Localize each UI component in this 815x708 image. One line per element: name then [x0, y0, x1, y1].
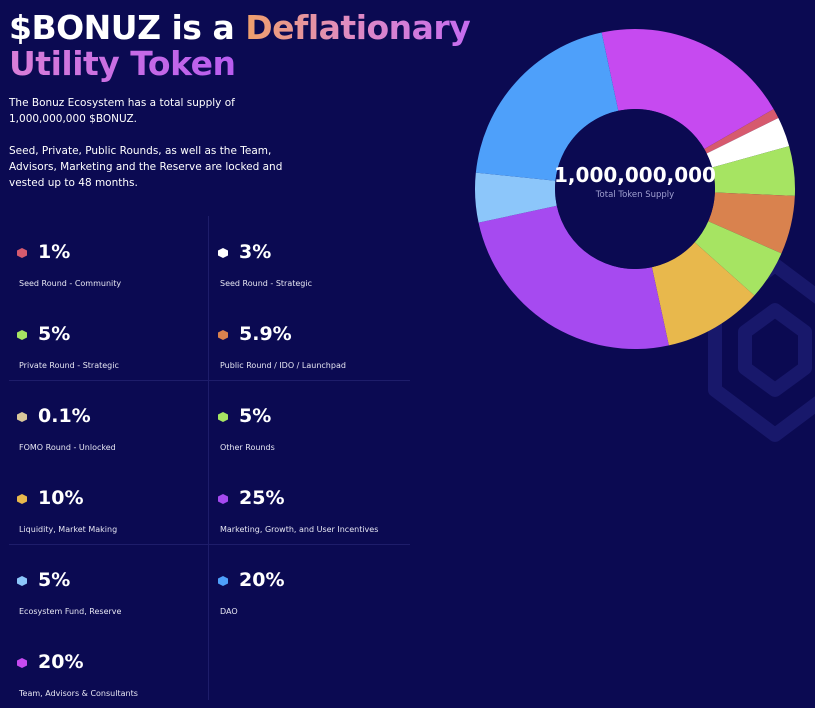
grid-divider-vertical — [208, 216, 209, 700]
hexagon-icon — [17, 494, 27, 504]
allocation-item: 5% Private Round - Strategic — [9, 310, 199, 380]
donut-svg — [475, 28, 795, 349]
hexagon-icon — [17, 330, 27, 340]
allocation-percent: 0.1% — [38, 405, 91, 427]
hexagon-icon — [218, 330, 228, 340]
allocation-item: 20% DAO — [210, 556, 400, 626]
intro-paragraph-1: The Bonuz Ecosystem has a total supply o… — [9, 97, 235, 125]
hexagon-icon — [218, 248, 228, 258]
donut-slice — [475, 172, 557, 223]
page-title: $BONUZ is a Deflationary Utility Token — [9, 8, 471, 83]
hexagon-icon — [218, 576, 228, 586]
allocation-label: Ecosystem Fund, Reserve — [19, 607, 122, 616]
title-part-2: Deflationary — [245, 8, 471, 47]
donut-slice — [708, 192, 795, 254]
total-supply-label: Total Token Supply — [595, 190, 675, 200]
allocation-item: 5.9% Public Round / IDO / Launchpad — [210, 310, 400, 380]
donut-slice — [706, 117, 790, 168]
hexagon-icon — [17, 576, 27, 586]
donut-slice — [694, 221, 782, 296]
intro-text: The Bonuz Ecosystem has a total supply o… — [9, 95, 289, 207]
title-part-3: Utility Token — [9, 44, 236, 83]
grid-divider — [9, 544, 410, 545]
allocation-label: Team, Advisors & Consultants — [19, 689, 138, 698]
hexagon-icon — [17, 248, 27, 258]
total-supply-value: 1,000,000,000 — [554, 163, 716, 187]
hexagon-icon — [218, 412, 228, 422]
grid-divider — [9, 380, 410, 381]
allocation-item: 5% Ecosystem Fund, Reserve — [9, 556, 199, 626]
allocation-item: 3% Seed Round - Strategic — [210, 228, 400, 298]
donut-slice — [704, 109, 779, 154]
allocation-item: 5% Other Rounds — [210, 392, 400, 462]
allocation-percent: 1% — [38, 241, 71, 263]
title-part-1: $BONUZ is a — [9, 8, 246, 47]
allocation-percent: 5% — [38, 323, 71, 345]
donut-slice — [651, 242, 755, 346]
intro-paragraph-2: Seed, Private, Public Rounds, as well as… — [9, 145, 283, 189]
donut-slice — [601, 28, 774, 150]
allocation-item: 20% Team, Advisors & Consultants — [9, 638, 199, 708]
allocation-percent: 3% — [239, 241, 272, 263]
allocation-grid: 1% Seed Round - Community 3% Seed Round … — [9, 216, 410, 700]
allocation-label: Marketing, Growth, and User Incentives — [220, 525, 379, 534]
allocation-item: 10% Liquidity, Market Making — [9, 474, 199, 544]
allocation-item: 25% Marketing, Growth, and User Incentiv… — [210, 474, 400, 544]
allocation-percent: 10% — [38, 487, 84, 509]
allocation-label: Public Round / IDO / Launchpad — [220, 361, 346, 370]
hexagon-icon — [17, 412, 27, 422]
allocation-label: DAO — [220, 607, 238, 616]
hexagon-icon — [218, 494, 228, 504]
donut-hole — [555, 109, 715, 269]
allocation-item: 1% Seed Round - Community — [9, 228, 199, 298]
allocation-percent: 5% — [38, 569, 71, 591]
allocation-label: FOMO Round - Unlocked — [19, 443, 116, 452]
donut-slice — [475, 32, 619, 181]
allocation-label: Other Rounds — [220, 443, 275, 452]
allocation-percent: 25% — [239, 487, 285, 509]
token-supply-donut-chart: 1,000,000,000 Total Token Supply — [470, 24, 800, 354]
donut-slice — [478, 205, 669, 349]
allocation-label: Private Round - Strategic — [19, 361, 119, 370]
allocation-percent: 5.9% — [239, 323, 292, 345]
allocation-percent: 20% — [239, 569, 285, 591]
donut-slice — [712, 146, 795, 196]
allocation-label: Liquidity, Market Making — [19, 525, 118, 534]
allocation-percent: 20% — [38, 651, 84, 673]
allocation-label: Seed Round - Community — [19, 279, 122, 288]
allocation-label: Seed Round - Strategic — [220, 279, 312, 288]
allocation-percent: 5% — [239, 405, 272, 427]
allocation-item: 0.1% FOMO Round - Unlocked — [9, 392, 199, 462]
hexagon-icon — [17, 658, 27, 668]
